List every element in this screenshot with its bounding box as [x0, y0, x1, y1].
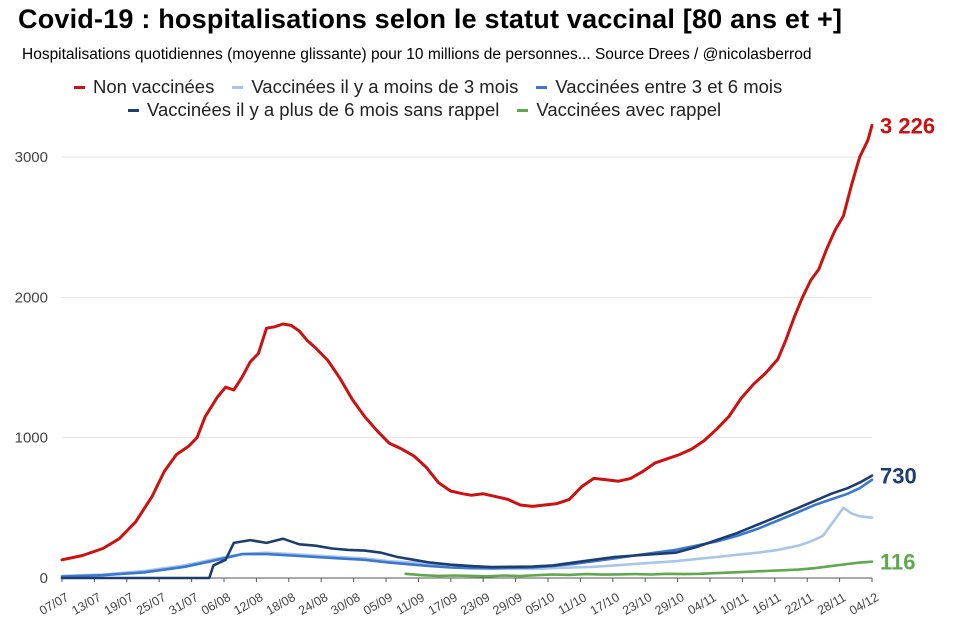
end-label-non_vaccinees: 3 226: [880, 113, 935, 138]
legend-label-3-6-mois: Vaccinées entre 3 et 6 mois: [555, 76, 783, 97]
x-tick-label: 05/10: [523, 590, 557, 618]
x-tick-label: 28/11: [815, 590, 848, 617]
legend-label-non-vaccinees: Non vaccinées: [93, 76, 215, 97]
x-tick-label: 29/09: [491, 590, 525, 618]
series-line-non_vaccinees: [60, 123, 874, 562]
series-line-vacc_avec_rappel: [404, 560, 874, 578]
legend-swatch-plus-6-mois: [128, 108, 139, 112]
legend-row-2: Vaccinées il y a plus de 6 mois sans rap…: [128, 99, 721, 121]
legend-swatch-moins-3-mois: [232, 85, 244, 89]
x-tick-label: 22/11: [783, 590, 816, 617]
x-tick-label: 24/08: [296, 590, 330, 618]
legend-item-non-vaccinees: Non vaccinées: [74, 76, 214, 98]
series-lines: [60, 123, 874, 580]
y-tick-label: 2000: [15, 289, 48, 306]
y-tick-label: 1000: [15, 430, 48, 447]
x-tick-label: 18/08: [264, 590, 298, 618]
y-tick-label: 0: [40, 570, 48, 587]
x-tick-label: 23/10: [620, 590, 654, 618]
chart-title: Covid-19 : hospitalisations selon le sta…: [18, 4, 843, 34]
chart-subtitle: Hospitalisations quotidiennes (moyenne g…: [22, 46, 812, 63]
legend-swatch-avec-rappel: [517, 108, 529, 112]
x-tick-label: 06/08: [199, 590, 233, 618]
gridlines: [62, 156, 872, 439]
x-tick-label: 19/07: [102, 590, 136, 618]
legend-item-plus-6-mois: Vaccinées il y a plus de 6 mois sans rap…: [128, 99, 499, 121]
x-tick-label: 12/08: [231, 590, 265, 618]
end-labels: 3 226 730 116: [880, 113, 935, 574]
legend-swatch-non-vaccinees: [74, 85, 85, 89]
x-tick-label: 04/11: [685, 590, 718, 617]
series-line-vacc_moins_3_mois: [60, 506, 874, 578]
x-tick-label: 31/07: [167, 590, 201, 618]
legend-item-3-6-mois: Vaccinées entre 3 et 6 mois: [536, 76, 782, 98]
x-tick-label: 04/12: [847, 590, 881, 618]
end-label-vacc_avec_rappel: 116: [880, 550, 916, 575]
x-tick-label: 29/10: [653, 590, 687, 618]
legend-label-avec-rappel: Vaccinées avec rappel: [536, 99, 722, 120]
axes: 0 1000 2000 3000 07/0713/0719/0725/0731/0706…: [15, 149, 881, 618]
x-tick-label: 11/10: [556, 590, 589, 617]
x-tick-label: 07/07: [37, 590, 71, 618]
series-line-vacc_plus_6_sans_rappel: [60, 474, 874, 580]
x-tick-label: 11/09: [394, 590, 427, 617]
x-tick-label: 16/11: [750, 590, 783, 617]
end-label-vacc_plus_6_sans_rappel: 730: [880, 464, 917, 489]
x-tick-label: 23/09: [458, 590, 492, 618]
x-tick-label: 17/09: [426, 590, 460, 618]
legend-label-plus-6-mois: Vaccinées il y a plus de 6 mois sans rap…: [147, 99, 500, 120]
legend-item-moins-3-mois: Vaccinées il y a moins de 3 mois: [232, 76, 518, 98]
x-tick-label: 17/10: [588, 590, 622, 618]
x-tick-label: 13/07: [69, 590, 103, 618]
x-tick-label: 30/08: [329, 590, 363, 618]
x-tick-label: 25/07: [134, 590, 168, 618]
x-tick-label: 05/09: [361, 590, 395, 618]
legend-row-1: Non vaccinées Vaccinées il y a moins de …: [74, 76, 782, 98]
x-tick-label: 10/11: [718, 590, 751, 617]
legend-swatch-3-6-mois: [536, 85, 548, 89]
y-tick-label: 3000: [15, 149, 48, 166]
legend-item-avec-rappel: Vaccinées avec rappel: [517, 99, 721, 121]
legend-label-moins-3-mois: Vaccinées il y a moins de 3 mois: [251, 76, 519, 97]
